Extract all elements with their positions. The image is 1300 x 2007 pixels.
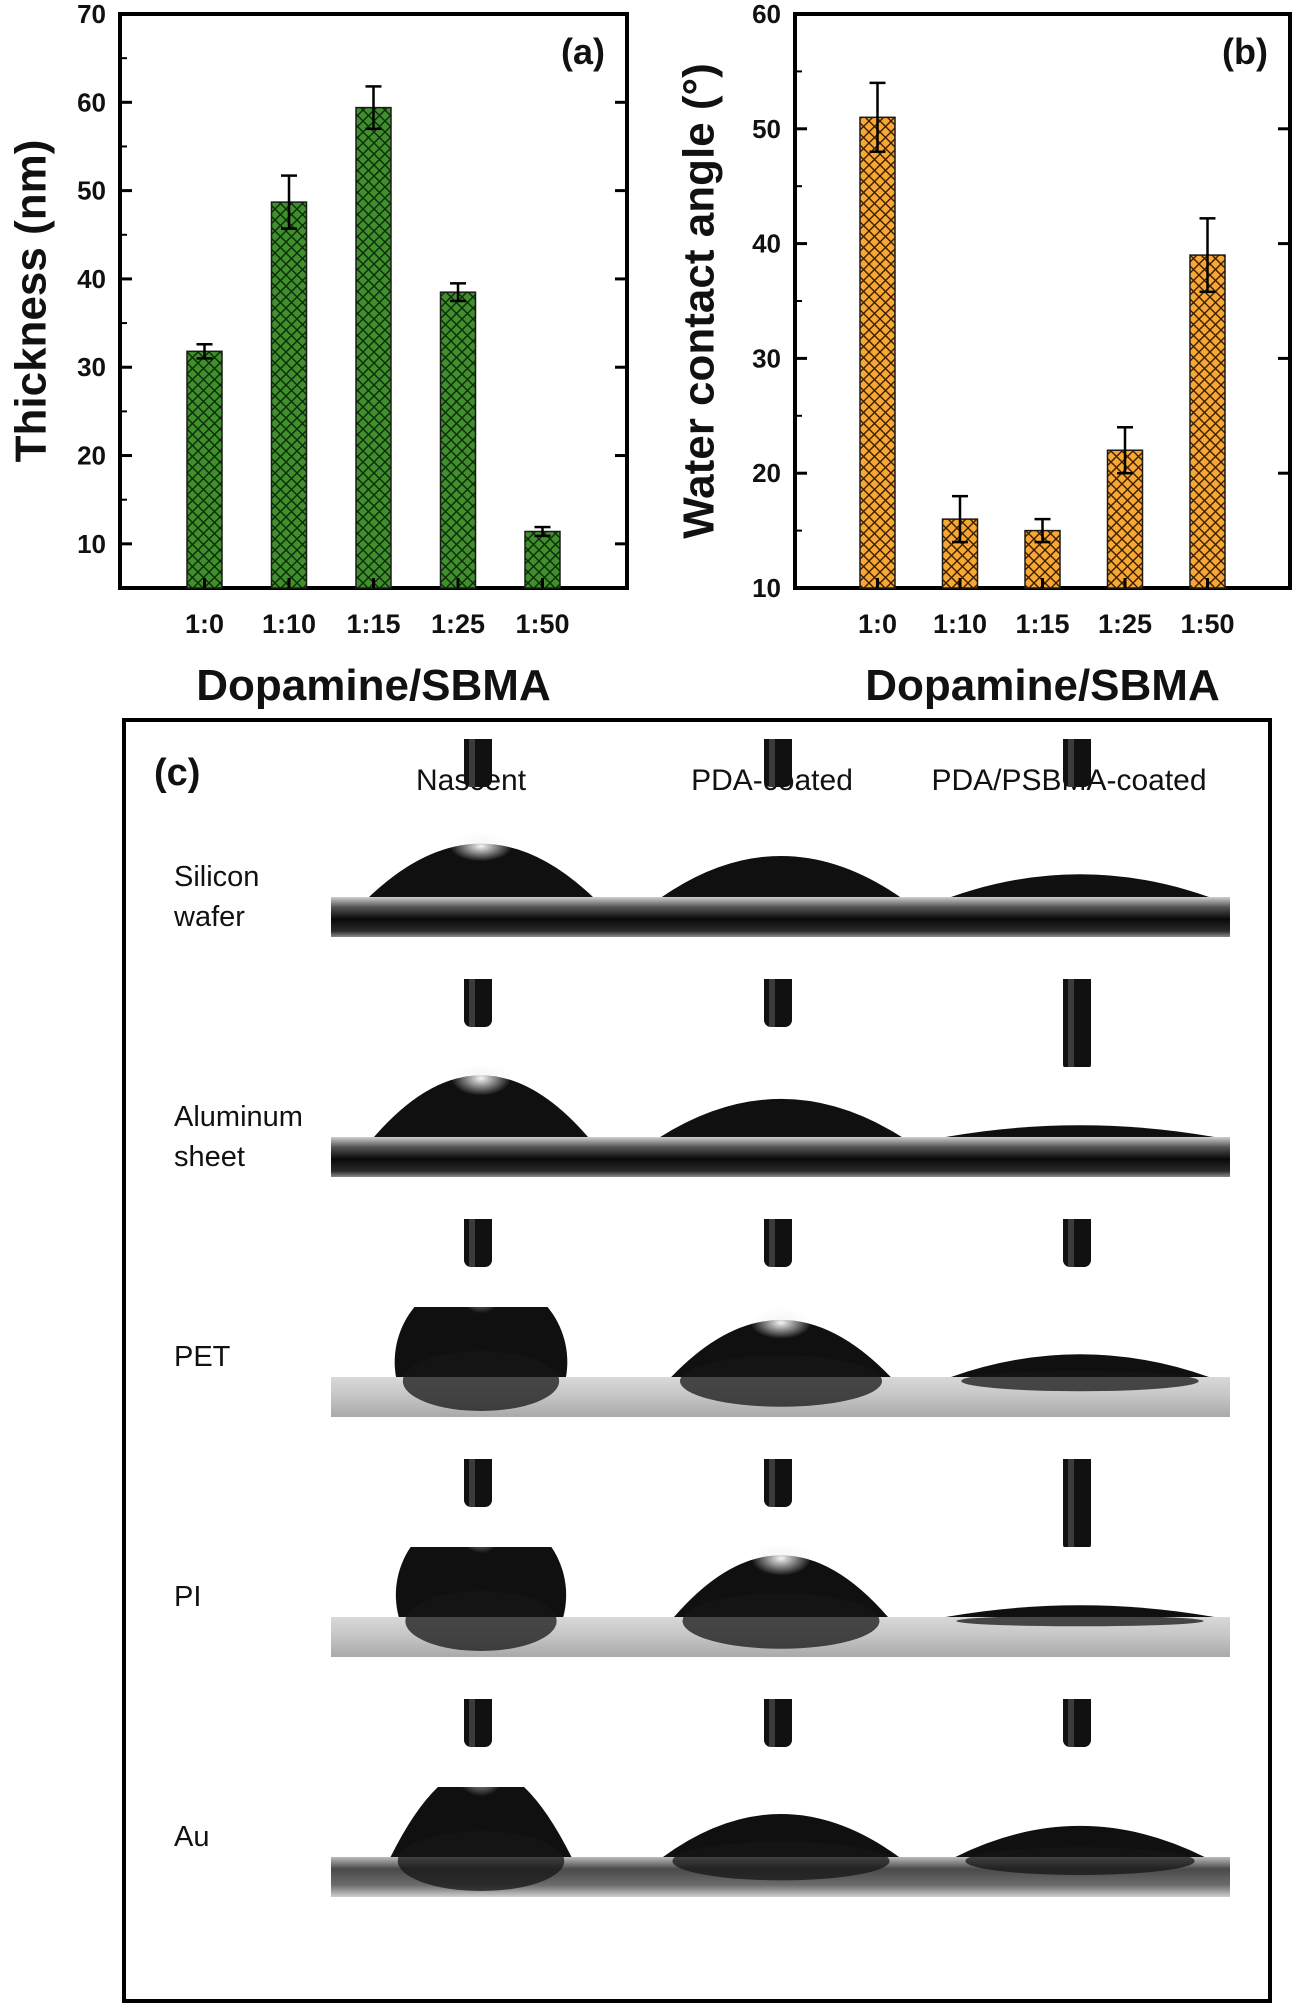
dispensing-needle [1063, 739, 1091, 787]
y-tick-label: 20 [77, 441, 106, 471]
droplet-image [631, 1787, 931, 1897]
droplet-image [631, 827, 931, 937]
x-axis-label: Dopamine/SBMA [865, 661, 1219, 710]
x-axis-label: Dopamine/SBMA [196, 661, 550, 710]
bar-1-15 [355, 106, 392, 589]
row-label: Aluminum [174, 1101, 303, 1133]
row-label: wafer [174, 901, 245, 933]
droplet-image [631, 1067, 931, 1177]
bar-1-0 [186, 350, 223, 589]
bar-1-0 [859, 116, 896, 589]
dispensing-needle [1063, 979, 1091, 1071]
y-tick-label: 30 [752, 343, 781, 373]
dispensing-needle [1063, 1219, 1091, 1267]
contact-angle-image-panel: (c) Nascent PDA-coated PDA/PSBMA-coated … [122, 718, 1272, 2003]
dispensing-needle [464, 739, 492, 787]
x-tick-label: 1:0 [858, 609, 897, 639]
row-label: Au [174, 1821, 210, 1853]
dispensing-needle [764, 979, 792, 1027]
x-tick-label: 1:10 [262, 609, 316, 639]
chart-b: 10 20 30 40 50 60 1:0 1:10 1:15 1:25 1:50 (b) Dopami… [675, 0, 1292, 710]
y-tick-label: 60 [77, 87, 106, 117]
y-tick-label: 50 [752, 114, 781, 144]
y-axis-label: Thickness (nm) [7, 140, 56, 463]
droplet-image [930, 1547, 1230, 1657]
droplet-image [631, 1547, 931, 1657]
droplet-image [331, 827, 631, 937]
bar-1-50 [1189, 254, 1226, 589]
droplet-image [930, 827, 1230, 937]
droplet-image [631, 1307, 931, 1417]
row-label: PI [174, 1581, 202, 1613]
y-tick-label: 10 [77, 529, 106, 559]
y-tick-label: 50 [77, 176, 106, 206]
y-axis-label: Water contact angle (°) [675, 63, 724, 539]
droplet-image [930, 1307, 1230, 1417]
droplet-image [331, 1067, 631, 1177]
droplet-image [331, 1547, 631, 1657]
bar-1-25 [439, 291, 477, 589]
droplet-image [930, 1787, 1230, 1897]
dispensing-needle [464, 1459, 492, 1507]
dispensing-needle [764, 739, 792, 787]
y-tick-label: 10 [752, 573, 781, 603]
y-tick-label: 40 [752, 229, 781, 259]
x-tick-label: 1:25 [1098, 609, 1152, 639]
droplet-image [331, 1787, 631, 1897]
panel-label: (b) [1222, 31, 1268, 72]
droplet-image [930, 1067, 1230, 1177]
y-tick-label: 70 [77, 0, 106, 29]
dispensing-needle [464, 1699, 492, 1747]
chart-a: 10 20 30 40 50 60 70 1:0 1:10 1:15 1:25 1:50 (a) Dopa… [7, 0, 629, 710]
x-tick-label: 1:50 [1180, 609, 1234, 639]
bar-1-10 [270, 201, 308, 589]
x-tick-label: 1:0 [185, 609, 224, 639]
dispensing-needle [1063, 1699, 1091, 1747]
y-tick-label: 60 [752, 0, 781, 29]
panel-c-label: (c) [154, 752, 201, 794]
dispensing-needle [764, 1699, 792, 1747]
x-tick-label: 1:15 [1015, 609, 1069, 639]
x-tick-label: 1:50 [515, 609, 569, 639]
y-tick-label: 40 [77, 264, 106, 294]
droplet-image [331, 1307, 631, 1417]
x-tick-label: 1:15 [346, 609, 400, 639]
dispensing-needle [764, 1459, 792, 1507]
row-label: PET [174, 1341, 231, 1373]
y-tick-label: 20 [752, 458, 781, 488]
panel-label: (a) [561, 31, 605, 72]
dispensing-needle [764, 1219, 792, 1267]
y-tick-label: 30 [77, 352, 106, 382]
x-tick-label: 1:25 [431, 609, 485, 639]
dispensing-needle [464, 979, 492, 1027]
dispensing-needle [1063, 1459, 1091, 1551]
row-label: sheet [174, 1141, 245, 1173]
dispensing-needle [464, 1219, 492, 1267]
x-tick-label: 1:10 [933, 609, 987, 639]
row-label: Silicon [174, 861, 260, 893]
